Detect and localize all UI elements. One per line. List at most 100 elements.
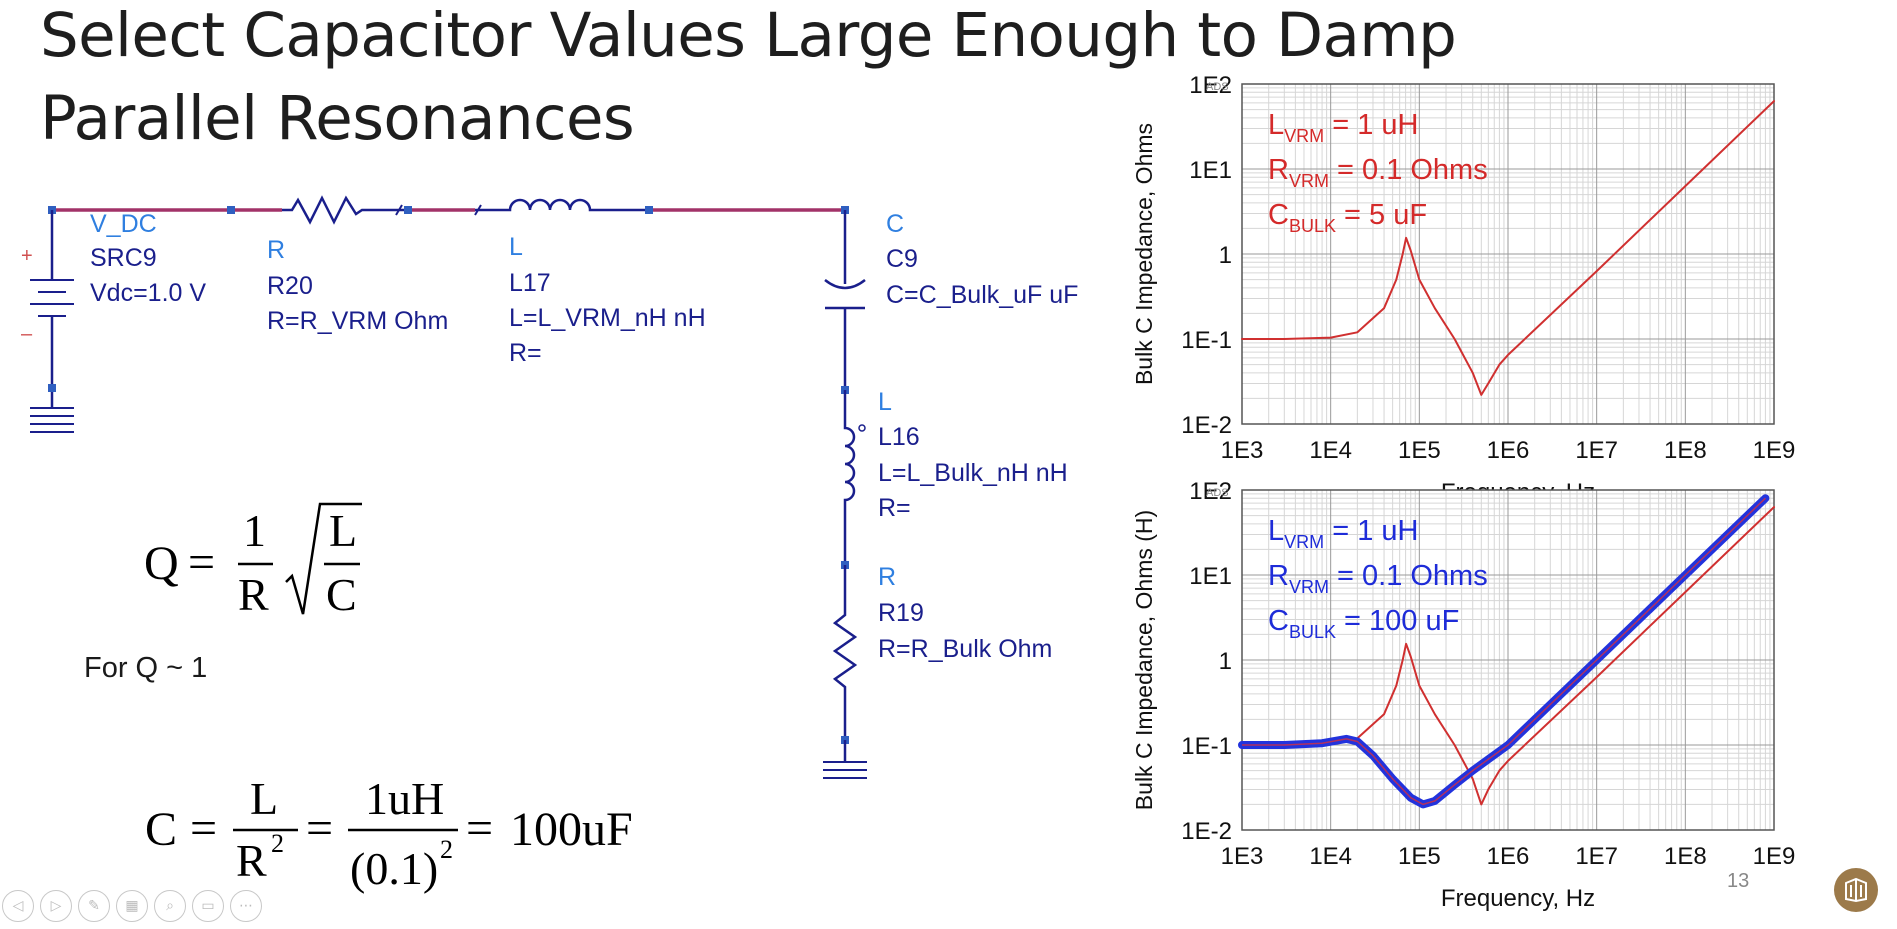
source-name-label: SRC9 [90, 244, 157, 272]
wire-mark-1 [395, 204, 403, 216]
r20-ref-label: R [267, 236, 285, 264]
y-axis-label: Bulk C Impedance, Ohms (H) [1131, 510, 1157, 810]
l16-name-label: L16 [878, 423, 920, 451]
x-tick-label: 1E8 [1664, 843, 1707, 870]
sqrt-numerator: L [329, 505, 357, 556]
l16-ref-label: L [878, 388, 892, 416]
brand-logo-icon [1834, 868, 1878, 912]
equals-sign: = [466, 802, 493, 855]
f1-numerator: L [250, 773, 278, 824]
r20-param-label: R=R_VRM Ohm [267, 307, 448, 335]
sqrt-denominator: C [326, 569, 357, 620]
capacitor-c9-plate-top [824, 279, 866, 290]
x-tick-label: 1E6 [1487, 843, 1530, 870]
x-tick-label: 1E9 [1753, 843, 1796, 870]
c-result: 100uF [510, 803, 633, 856]
pen-icon[interactable]: ✎ [78, 890, 110, 922]
impedance-chart-top: 1E31E41E51E61E71E81E91E21E111E-11E-2Freq… [1131, 72, 1796, 506]
x-tick-label: 1E5 [1398, 843, 1441, 870]
l16-r-label: R= [878, 494, 911, 522]
logo-mark [1845, 877, 1867, 903]
annotation-label: RVRM = 0.1 Ohms [1268, 154, 1488, 191]
y-tick-label: 1E2 [1189, 478, 1232, 505]
c9-param-label: C=C_Bulk_uF uF [886, 281, 1078, 309]
y-tick-label: 1E-2 [1181, 818, 1232, 845]
c-equation-svg: C = L R 2 = 1uH (0.1) 2 = 100uF [145, 773, 633, 894]
series-line [1241, 100, 1775, 396]
next-arrow-icon[interactable]: ▷ [40, 890, 72, 922]
x-tick-label: 1E7 [1575, 843, 1618, 870]
slideshow-controls: ◁ ▷ ✎ ▦ ⌕ ▭ ⋯ [2, 890, 262, 924]
source-minus-sign: – [21, 323, 33, 345]
prev-arrow-icon[interactable]: ◁ [2, 890, 34, 922]
slide-title-line1: Select Capacitor Values Large Enough to … [40, 0, 1457, 71]
sqrt-sign [285, 502, 362, 615]
node-dot [645, 206, 653, 214]
y-tick-label: 1E-1 [1181, 733, 1232, 760]
source-ref-label: V_DC [90, 210, 157, 238]
y-tick-label: 1E-1 [1181, 327, 1232, 354]
c-symbol: C [145, 803, 177, 856]
inductor-dot [858, 424, 866, 432]
r19-param-label: R=R_Bulk Ohm [878, 635, 1052, 663]
source-param-label: Vdc=1.0 V [90, 279, 206, 307]
slides-grid-icon[interactable]: ▦ [116, 890, 148, 922]
q-equation: Q = 1 R L C [140, 490, 380, 640]
q-numerator: 1 [243, 505, 266, 556]
annotation-label: LVRM = 1 uH [1268, 515, 1418, 552]
c9-name-label: C9 [886, 245, 918, 273]
y-tick-label: 1E2 [1189, 72, 1232, 99]
subtitles-icon[interactable]: ▭ [192, 890, 224, 922]
node-dot [227, 206, 235, 214]
x-tick-label: 1E7 [1575, 437, 1618, 464]
l17-ref-label: L [509, 233, 523, 261]
equals-sign: = [306, 802, 333, 855]
plot-frame [1241, 489, 1775, 831]
annotation-label: LVRM = 1 uH [1268, 109, 1418, 146]
y-tick-label: 1E1 [1189, 563, 1232, 590]
y-tick-label: 1 [1219, 648, 1232, 675]
circuit-schematic: + – V_DC SRC9 Vdc=1.0 V R R20 R=R_VRM Oh… [21, 195, 1078, 779]
f2-denominator: (0.1) [350, 843, 438, 894]
l17-r-label: R= [509, 339, 542, 367]
equals-sign: = [188, 536, 215, 589]
q-equation-svg: Q = 1 R L C [144, 502, 362, 620]
l16-param-label: L=L_Bulk_nH nH [878, 459, 1068, 487]
equals-sign: = [190, 802, 217, 855]
y-tick-label: 1 [1219, 242, 1232, 269]
more-icon[interactable]: ⋯ [230, 890, 262, 922]
c-equation: C = L R 2 = 1uH (0.1) 2 = 100uF [140, 760, 680, 920]
annotation-label: RVRM = 0.1 Ohms [1268, 560, 1488, 597]
slide-page-number: 13 [1727, 870, 1750, 892]
x-tick-label: 1E6 [1487, 437, 1530, 464]
series-overlay-line [1242, 497, 1766, 806]
annotation-label: CBULK = 100 uF [1268, 605, 1459, 642]
q-denominator: R [238, 569, 269, 620]
source-plus-sign: + [21, 245, 33, 267]
zoom-icon[interactable]: ⌕ [154, 890, 186, 922]
x-tick-label: 1E9 [1753, 437, 1796, 464]
resistor-r20-symbol [282, 195, 408, 225]
inductor-l17-symbol [475, 198, 650, 212]
l17-param-label: L=L_VRM_nH nH [509, 304, 706, 332]
x-tick-label: 1E8 [1664, 437, 1707, 464]
f2-numerator: 1uH [365, 773, 444, 824]
c9-ref-label: C [886, 210, 904, 238]
node-dot [404, 206, 412, 214]
node-dot [48, 384, 56, 392]
y-tick-label: 1E1 [1189, 157, 1232, 184]
x-tick-label: 1E5 [1398, 437, 1441, 464]
inductor-l16-symbol [843, 390, 856, 565]
ads-watermark: ADS [1206, 81, 1229, 93]
impedance-chart-bottom: 1E3 1E4 1E5 1E6 1E7 1E8 1E9 1E2 1E1 1 1E-1 1E-2 Freq… [1131, 478, 1796, 912]
x-tick-label: 1E4 [1309, 437, 1352, 464]
y-tick-label: 1E-2 [1181, 412, 1232, 439]
annotation-label: CBULK = 5 uF [1268, 199, 1427, 236]
l17-name-label: L17 [509, 269, 551, 297]
x-axis-label: Frequency, Hz [1441, 885, 1595, 912]
series-line [1241, 506, 1775, 806]
f1-denominator: R [236, 835, 267, 886]
wire-mark-2 [474, 204, 482, 216]
resistor-r19-symbol [832, 565, 858, 740]
ads-watermark: ADS [1206, 487, 1229, 499]
